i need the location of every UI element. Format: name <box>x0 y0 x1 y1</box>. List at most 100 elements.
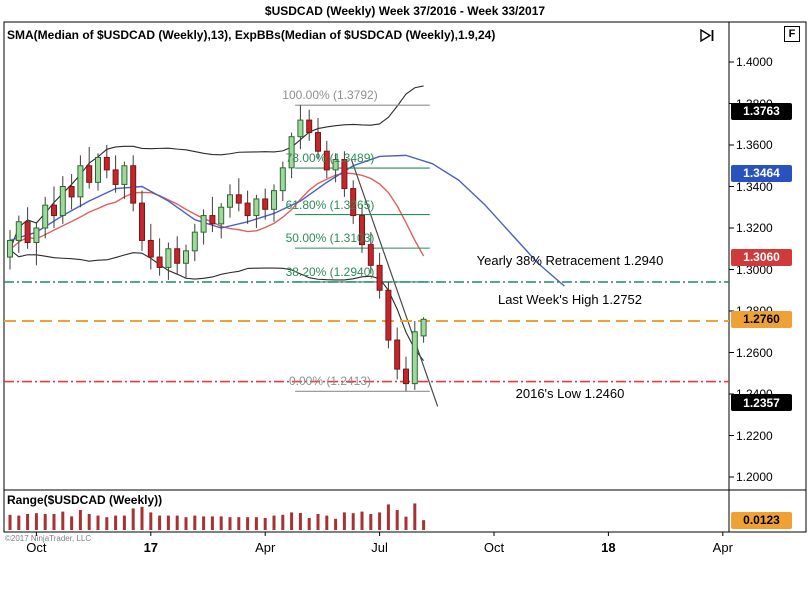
skip-to-last-bar-icon[interactable] <box>699 28 717 43</box>
candle <box>385 289 392 341</box>
candle <box>253 198 260 217</box>
range-bar <box>17 515 21 530</box>
candle <box>200 215 207 233</box>
range-bar <box>351 513 355 530</box>
range-bar <box>202 516 206 530</box>
axis-tick-marks <box>35 61 734 536</box>
candle <box>244 202 251 217</box>
range-bar <box>122 515 126 530</box>
time-axis[interactable] <box>4 532 729 558</box>
range-bar <box>43 514 47 530</box>
sma-line <box>9 172 425 257</box>
candle <box>350 188 357 217</box>
range-bar <box>61 511 65 530</box>
candle <box>51 204 57 217</box>
candle <box>297 119 304 138</box>
trend-line[interactable] <box>350 159 439 407</box>
price-axis[interactable] <box>730 22 810 532</box>
range-bar <box>158 515 162 530</box>
candle <box>139 202 145 241</box>
candle <box>403 368 409 385</box>
range-bar <box>166 515 170 530</box>
range-bar <box>254 517 258 530</box>
range-bar <box>298 513 302 530</box>
range-bar <box>386 504 390 530</box>
candle <box>130 165 137 204</box>
candle <box>33 227 40 244</box>
candle <box>411 331 418 385</box>
range-bar <box>325 515 329 530</box>
range-bar <box>395 510 399 530</box>
candle <box>332 159 339 171</box>
range-bar <box>52 514 56 530</box>
range-bar <box>131 508 135 530</box>
candle <box>288 136 295 169</box>
candle <box>183 250 189 264</box>
candle <box>24 221 31 244</box>
range-bar <box>34 513 38 530</box>
candle <box>227 194 233 208</box>
range-bar <box>422 520 426 530</box>
range-bar <box>334 518 338 530</box>
candle <box>174 248 181 264</box>
candle <box>315 132 321 152</box>
candle <box>376 264 383 291</box>
range-panel-label: Range($USDCAD (Weekly)) <box>7 493 163 507</box>
range-bar <box>237 517 241 530</box>
chart-frame <box>3 21 807 533</box>
candle <box>271 190 277 210</box>
range-bar <box>87 514 91 530</box>
range-bar <box>96 515 100 530</box>
range-bar <box>70 516 74 530</box>
range-bar <box>219 516 223 530</box>
range-bar <box>281 514 285 530</box>
candle <box>42 204 49 229</box>
candle <box>279 167 286 192</box>
range-bar <box>360 511 364 530</box>
candle <box>112 169 119 185</box>
range-bar <box>184 517 188 530</box>
range-bar <box>272 515 276 530</box>
range-bar <box>342 512 346 530</box>
title-bar[interactable]: $USDCAD (Weekly) Week 37/2016 - Week 33/… <box>0 0 810 22</box>
candle <box>359 215 365 246</box>
candles <box>7 105 427 392</box>
candle <box>156 256 163 268</box>
candle <box>262 198 269 210</box>
chart-title: $USDCAD (Weekly) Week 37/2016 - Week 33/… <box>264 4 546 18</box>
candle <box>68 186 75 198</box>
range-bar <box>316 514 320 530</box>
horizontal-annotation-lines[interactable] <box>4 281 729 383</box>
candle <box>147 239 154 258</box>
range-bar <box>210 516 214 530</box>
range-bar <box>378 512 382 530</box>
range-bar <box>114 515 118 530</box>
range-bar <box>140 506 144 530</box>
candle <box>235 194 242 204</box>
candle <box>165 248 172 268</box>
candle <box>218 206 225 225</box>
expbb-lower-line <box>9 249 425 362</box>
range-bar <box>307 518 311 530</box>
range-bar <box>404 516 408 530</box>
candle <box>367 244 374 266</box>
candle <box>209 215 216 225</box>
range-bar <box>246 517 250 530</box>
fixed-scale-button[interactable]: F <box>784 26 800 42</box>
range-bar <box>369 514 373 530</box>
candle <box>420 318 427 337</box>
candle <box>103 156 110 171</box>
range-bar <box>413 503 417 530</box>
range-bar <box>290 512 294 530</box>
indicators-label: SMA(Median of $USDCAD (Weekly),13), ExpB… <box>7 28 496 42</box>
candle <box>7 239 13 258</box>
range-bar <box>149 512 153 530</box>
range-bar <box>26 514 30 530</box>
candle <box>77 165 84 198</box>
candle <box>323 150 330 171</box>
copyright-label: ©2017 NinjaTrader, LLC <box>5 534 92 543</box>
candle <box>86 165 93 183</box>
candle <box>394 339 401 370</box>
